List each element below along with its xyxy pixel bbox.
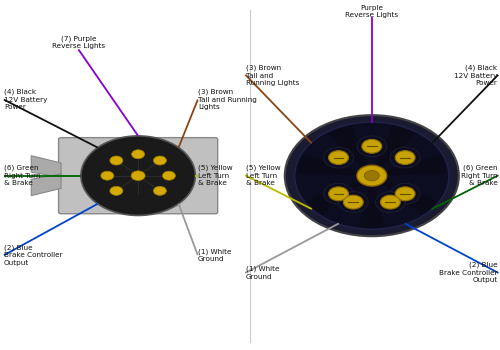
- Circle shape: [380, 195, 400, 209]
- Circle shape: [81, 136, 196, 216]
- Circle shape: [395, 187, 415, 201]
- Circle shape: [101, 171, 114, 180]
- Circle shape: [376, 192, 406, 212]
- Text: (3) Brown
Tail and Running
Lights: (3) Brown Tail and Running Lights: [198, 89, 256, 110]
- Circle shape: [390, 147, 420, 168]
- Circle shape: [390, 183, 420, 204]
- Circle shape: [162, 171, 175, 180]
- Circle shape: [324, 147, 354, 168]
- Wedge shape: [372, 155, 446, 176]
- Text: (6) Green
Right Turn
& Brake: (6) Green Right Turn & Brake: [461, 165, 498, 187]
- Text: (1) White
Ground: (1) White Ground: [198, 248, 232, 262]
- Circle shape: [154, 186, 166, 195]
- Polygon shape: [31, 156, 61, 177]
- Circle shape: [344, 195, 363, 209]
- Circle shape: [357, 165, 386, 186]
- Text: (5) Yellow
Left Turn
& Brake: (5) Yellow Left Turn & Brake: [198, 165, 232, 187]
- Circle shape: [110, 156, 123, 165]
- FancyBboxPatch shape: [58, 138, 218, 214]
- Circle shape: [328, 150, 348, 164]
- Wedge shape: [359, 176, 385, 228]
- Circle shape: [285, 115, 459, 236]
- Text: (4) Black
12V Battery
Power: (4) Black 12V Battery Power: [454, 65, 498, 86]
- Text: (1) White
Ground: (1) White Ground: [246, 266, 280, 280]
- Wedge shape: [306, 176, 372, 215]
- Circle shape: [132, 150, 144, 159]
- Text: (2) Blue
Brake Controller
Output: (2) Blue Brake Controller Output: [439, 262, 498, 283]
- Wedge shape: [372, 126, 416, 176]
- Text: (7) Purple
Reverse Lights: (7) Purple Reverse Lights: [52, 35, 105, 49]
- Circle shape: [328, 187, 348, 201]
- Wedge shape: [372, 176, 438, 215]
- Circle shape: [324, 183, 354, 204]
- Wedge shape: [298, 155, 372, 176]
- Polygon shape: [31, 174, 61, 196]
- Circle shape: [131, 171, 145, 181]
- Circle shape: [110, 186, 123, 195]
- Text: Purple
Reverse Lights: Purple Reverse Lights: [346, 5, 399, 18]
- Wedge shape: [328, 126, 372, 176]
- Circle shape: [362, 139, 382, 153]
- Circle shape: [338, 192, 368, 212]
- Circle shape: [395, 150, 415, 164]
- Circle shape: [154, 156, 166, 165]
- Text: (5) Yellow
Left Turn
& Brake: (5) Yellow Left Turn & Brake: [246, 165, 280, 187]
- Circle shape: [357, 136, 386, 157]
- Text: (4) Black
12V Battery
Power: (4) Black 12V Battery Power: [4, 89, 47, 110]
- Text: (3) Brown
Tail and
Running Lights: (3) Brown Tail and Running Lights: [246, 65, 300, 86]
- Text: (6) Green
Right Turn
& Brake: (6) Green Right Turn & Brake: [4, 165, 41, 187]
- Circle shape: [364, 170, 380, 181]
- Text: (2) Blue
Brake Controller
Output: (2) Blue Brake Controller Output: [4, 245, 62, 266]
- Circle shape: [295, 122, 449, 229]
